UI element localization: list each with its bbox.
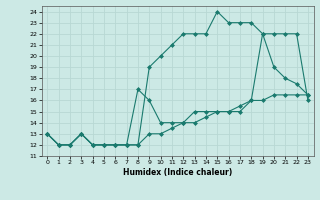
X-axis label: Humidex (Indice chaleur): Humidex (Indice chaleur) — [123, 168, 232, 177]
